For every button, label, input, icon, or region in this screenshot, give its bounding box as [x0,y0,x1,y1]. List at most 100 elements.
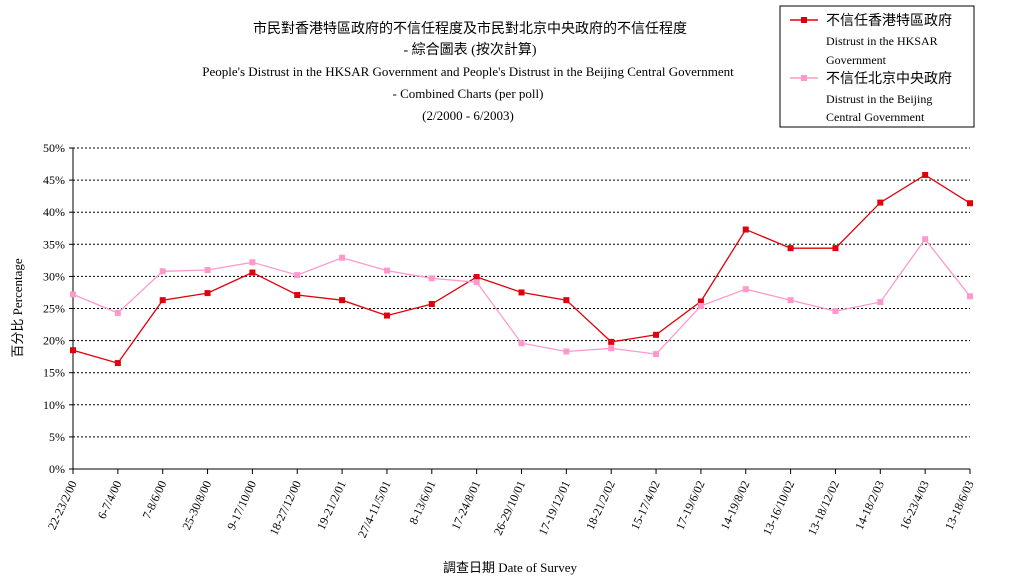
data-point [608,345,615,352]
data-point [697,298,704,305]
data-point [70,291,76,298]
data-point [159,297,166,304]
x-tick-label: 22-23/2/00 [45,478,80,532]
x-axis-title: 調查日期 Date of Survey [443,560,577,575]
legend-swatch-marker-beijing [801,75,807,81]
y-tick-label: 40% [43,205,65,219]
x-tick-label: 16-23/4/03 [897,478,932,532]
x-tick-label: 18-21/2/02 [583,478,618,532]
legend-entry-beijing: 不信任北京中央政府 Distrust in the Beijing Centra… [790,71,952,124]
data-point [249,259,256,266]
y-tick-label: 35% [43,237,65,251]
data-point [742,286,749,293]
x-tick-label: 26-29/10/01 [491,478,528,537]
y-tick-label: 50% [43,141,65,155]
data-point [563,348,570,355]
data-point [204,266,211,273]
y-axis-ticks: 0% 5% 10% 15% 20% 25% 30% 35% 40% 45% 50% [43,141,73,476]
title-line-1: 市民對香港特區政府的不信任程度及市民對北京中央政府的不信任程度 [253,20,687,37]
data-point [697,302,704,309]
data-point [608,338,615,345]
legend-label-beijing-3: Central Government [826,110,925,124]
legend-label-hksar-1: 不信任香港特區政府 [826,13,952,29]
data-point [922,171,929,178]
y-tick-label: 0% [49,462,65,476]
data-point [967,293,973,300]
y-tick-label: 25% [43,302,65,316]
data-point [518,289,525,296]
title-line-3: People's Distrust in the HKSAR Governmen… [202,64,734,79]
data-point [473,274,480,281]
title-line-2: - 綜合圖表 (按次計算) [404,42,537,58]
x-tick-label: 13-16/10/02 [760,478,797,537]
x-tick-label: 9-17/10/00 [224,478,259,532]
data-point [787,245,794,252]
data-point [294,272,301,279]
data-point [383,267,390,274]
data-point [428,275,435,282]
data-point [787,297,794,304]
data-point [114,360,121,367]
x-tick-label: 14-18/2/03 [852,478,887,532]
data-point [114,309,121,316]
legend-label-hksar-3: Government [826,53,887,67]
x-tick-label: 18-27/12/00 [266,478,303,537]
y-tick-label: 45% [43,173,65,187]
x-tick-label: 19-21/2/01 [314,478,349,532]
y-tick-label: 10% [43,398,65,412]
x-tick-label: 17-24/8/01 [448,478,483,532]
data-point [294,292,301,299]
series-hksar [70,171,973,367]
data-point [877,199,884,206]
legend-label-beijing-1: 不信任北京中央政府 [826,71,952,87]
title-line-5: (2/2000 - 6/2003) [422,108,514,123]
gridlines [73,147,970,438]
chart-title: 市民對香港特區政府的不信任程度及市民對北京中央政府的不信任程度 - 綜合圖表 (… [202,20,734,123]
y-tick-label: 15% [43,366,65,380]
data-point [653,351,660,358]
data-point [204,290,211,297]
series-layer [70,171,973,367]
x-tick-label: 13-18/12/02 [805,478,842,537]
data-point [832,245,839,252]
data-point [473,279,480,286]
legend: 不信任香港特區政府 Distrust in the HKSAR Governme… [779,5,975,128]
legend-swatch-marker-hksar [801,17,807,23]
x-axis-ticks: 22-23/2/00 6-7/4/00 7-8/6/00 25-30/8/00 9-17… [45,469,977,540]
data-point [563,297,570,304]
x-tick-label: 25-30/8/00 [179,478,214,532]
x-tick-label: 6-7/4/00 [95,478,125,521]
data-point [428,301,435,308]
y-tick-label: 5% [49,430,65,444]
data-point [339,254,346,261]
data-point [249,269,256,276]
data-point [877,299,884,306]
x-tick-label: 27/4-11/5/01 [355,478,394,540]
x-tick-label: 7-8/6/00 [140,478,170,521]
series-line-beijing [72,238,971,355]
series-beijing [70,236,973,358]
data-point [518,340,525,347]
data-point [383,312,390,319]
y-tick-label: 20% [43,334,65,348]
title-line-4: - Combined Charts (per poll) [393,86,544,101]
data-point [742,226,749,233]
x-tick-label: 8-13/6/01 [406,478,438,526]
data-point [339,297,346,304]
x-tick-label: 15-17/4/02 [628,478,663,532]
data-point [832,308,839,315]
x-tick-label: 14-19/8/02 [718,478,753,532]
x-tick-label: 17-19/6/02 [673,478,708,532]
legend-label-beijing-2: Distrust in the Beijing [826,92,932,106]
x-tick-label: 17-19/12/01 [536,478,573,537]
data-point [922,236,929,243]
data-point [967,200,973,207]
data-point [159,268,166,275]
data-point [70,347,76,354]
y-axis-title: 百分比 Percentage [10,258,25,358]
legend-entry-hksar: 不信任香港特區政府 Distrust in the HKSAR Governme… [790,13,952,67]
x-tick-label: 13-18/6/03 [942,478,977,532]
legend-box [779,5,975,128]
legend-label-hksar-2: Distrust in the HKSAR [826,34,938,48]
